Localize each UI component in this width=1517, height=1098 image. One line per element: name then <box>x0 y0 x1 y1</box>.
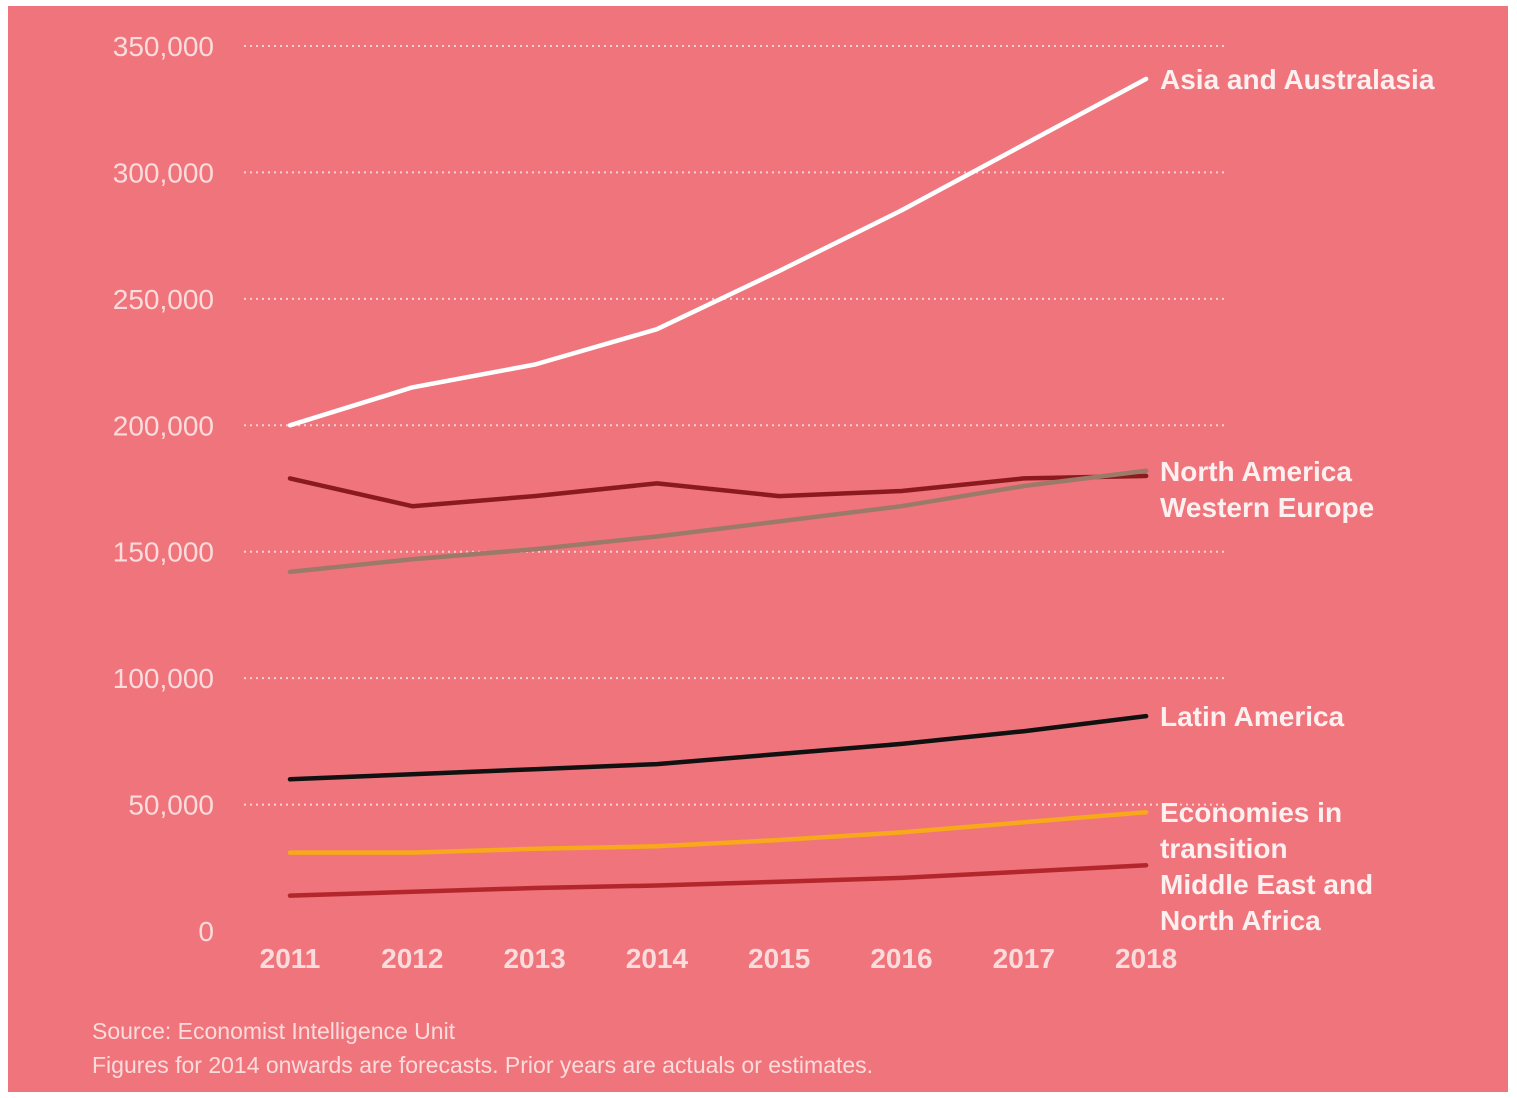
forecast-note: Figures for 2014 onwards are forecasts. … <box>92 1052 874 1078</box>
y-tick-label: 350,000 <box>113 31 214 62</box>
source-note: Source: Economist Intelligence Unit <box>92 1018 456 1044</box>
series-label: transition <box>1160 833 1288 864</box>
gridlines <box>244 45 1224 806</box>
y-tick-label: 50,000 <box>128 790 214 821</box>
series-line-2 <box>287 468 1149 575</box>
series-line-3 <box>287 713 1149 782</box>
series-label: Middle East and <box>1160 869 1373 900</box>
line-chart: 350,000 300,000 250,000 200,000 150,000 100,0… <box>113 31 1435 974</box>
series-labels: Asia and Australasia North America Western… <box>1160 64 1435 936</box>
chart-panel: 350,000 300,000 250,000 200,000 150,000 100,0… <box>8 6 1508 1092</box>
series-label: Asia and Australasia <box>1160 64 1435 95</box>
x-tick-label: 2015 <box>748 943 810 974</box>
x-axis-ticks: 2011 2012 2013 2014 2015 2016 2017 2018 <box>260 943 1178 974</box>
y-tick-label: 150,000 <box>113 537 214 568</box>
y-tick-label: 200,000 <box>113 410 214 441</box>
series-line-5 <box>287 863 1149 898</box>
series-label: North Africa <box>1160 905 1321 936</box>
series-label: Economies in <box>1160 797 1342 828</box>
series-label: Latin America <box>1160 701 1345 732</box>
series-label: North America <box>1160 456 1352 487</box>
x-tick-label: 2014 <box>626 943 689 974</box>
x-tick-label: 2012 <box>381 943 443 974</box>
y-tick-label: 0 <box>198 916 214 947</box>
x-tick-label: 2016 <box>870 943 932 974</box>
x-tick-label: 2018 <box>1115 943 1177 974</box>
series-line-4 <box>287 809 1149 855</box>
series-lines <box>287 76 1149 898</box>
y-tick-label: 100,000 <box>113 663 214 694</box>
series-line-0 <box>287 76 1149 428</box>
series-line-1 <box>287 473 1149 509</box>
x-tick-label: 2011 <box>260 943 321 974</box>
y-axis-ticks: 350,000 300,000 250,000 200,000 150,000 100,0… <box>113 31 214 947</box>
series-label: Western Europe <box>1160 492 1374 523</box>
y-tick-label: 300,000 <box>113 157 214 188</box>
x-tick-label: 2013 <box>503 943 565 974</box>
x-tick-label: 2017 <box>993 943 1055 974</box>
y-tick-label: 250,000 <box>113 284 214 315</box>
